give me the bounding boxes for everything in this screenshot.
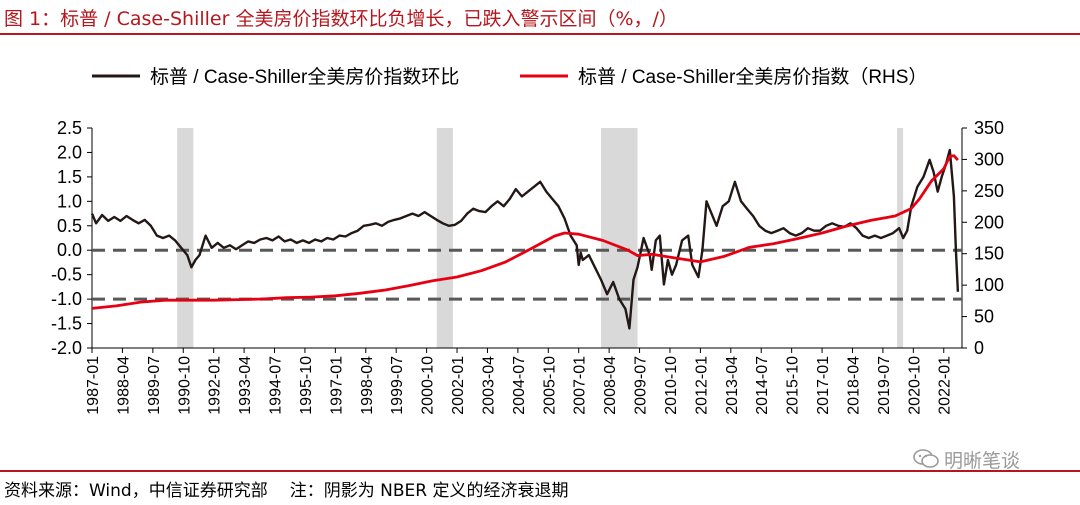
right-tick-label: 250	[974, 181, 1004, 201]
x-tick-label: 2003-04	[480, 356, 497, 415]
x-tick-label: 2007-01	[572, 356, 589, 415]
watermark: 明晰笔谈	[912, 446, 1020, 475]
title-bar: 图 1：标普 / Case-Shiller 全美房价指数环比负增长，已跌入警示区…	[0, 0, 1080, 32]
x-tick-label: 2020-10	[906, 356, 923, 415]
x-tick-label: 2013-04	[724, 356, 741, 415]
series-line-mom	[90, 148, 960, 330]
legend-label-mom: 标普 / Case-Shiller全美房价指数环比	[150, 66, 459, 88]
x-tick-label: 2022-01	[937, 356, 954, 415]
x-tick-label: 2015-10	[785, 356, 802, 415]
left-tick-label: -1.0	[51, 289, 82, 309]
right-tick-label: 50	[974, 307, 994, 327]
x-tick-label: 1998-04	[359, 356, 376, 415]
left-tick-label: -1.5	[51, 314, 82, 334]
footer: 资料来源：Wind，中信证券研究部 注：阴影为 NBER 定义的经济衰退期	[4, 476, 568, 501]
x-tick-label: 1990-10	[176, 356, 193, 415]
x-tick-label: 2005-10	[541, 356, 558, 415]
right-tick-label: 350	[974, 118, 1004, 138]
right-tick-label: 200	[974, 212, 1004, 232]
series-line-index	[91, 154, 959, 310]
left-tick-label: -0.5	[51, 265, 82, 285]
footer-rule	[0, 470, 1080, 472]
x-tick-label: 2008-04	[602, 356, 619, 415]
right-tick-label: 0	[974, 338, 984, 358]
right-tick-label: 300	[974, 149, 1004, 169]
x-tick-label: 1987-01	[85, 356, 102, 415]
x-tick-label: 1994-07	[268, 356, 285, 415]
x-tick-label: 2010-10	[663, 356, 680, 415]
left-tick-label: 0.5	[57, 216, 82, 236]
x-tick-label: 1997-01	[328, 356, 345, 415]
note-text: 注：阴影为 NBER 定义的经济衰退期	[289, 481, 569, 501]
x-tick-label: 2014-07	[754, 356, 771, 415]
left-tick-label: 0.0	[57, 240, 82, 260]
x-tick-label: 2004-07	[511, 356, 528, 415]
x-tick-label: 1992-01	[207, 356, 224, 415]
x-tick-label: 1999-07	[389, 356, 406, 415]
x-tick-label: 2002-01	[450, 356, 467, 415]
left-tick-label: -2.0	[51, 338, 82, 358]
chart-canvas: 2.5 2.0 1.5 1.0 0.5 0.0 -0.5 -1.0 -1.5 -2.0 350 300…	[51, 66, 1004, 415]
x-tick-label: 1989-07	[146, 356, 163, 415]
left-tick-label: 1.5	[57, 167, 82, 187]
left-tick-label: 1.0	[57, 191, 82, 211]
watermark-text: 明晰笔谈	[944, 450, 1021, 472]
x-tick-label: 1995-10	[298, 356, 315, 415]
x-tick-label: 2019-07	[876, 356, 893, 415]
x-tick-label: 2017-01	[815, 356, 832, 415]
x-tick-label: 2009-07	[633, 356, 650, 415]
x-tick-label: 2000-10	[420, 356, 437, 415]
x-tick-label: 2012-01	[693, 356, 710, 415]
right-tick-label: 150	[974, 244, 1004, 264]
left-tick-label: 2.5	[57, 118, 82, 138]
x-tick-label: 2018-04	[845, 356, 862, 415]
recession-band	[897, 128, 904, 348]
source-text: 资料来源：Wind，中信证券研究部	[4, 481, 268, 501]
left-tick-label: 2.0	[57, 142, 82, 162]
x-tick-label: 1993-04	[237, 356, 254, 415]
wechat-icon	[912, 448, 940, 475]
right-tick-label: 100	[974, 275, 1004, 295]
legend-label-index: 标普 / Case-Shiller全美房价指数（RHS）	[578, 66, 927, 88]
x-tick-label: 1988-04	[115, 356, 132, 415]
recession-band	[601, 128, 638, 348]
recession-band	[436, 128, 453, 348]
title-rule	[0, 33, 1080, 35]
chart-title: 图 1：标普 / Case-Shiller 全美房价指数环比负增长，已跌入警示区…	[4, 8, 678, 30]
recession-band	[177, 128, 194, 348]
